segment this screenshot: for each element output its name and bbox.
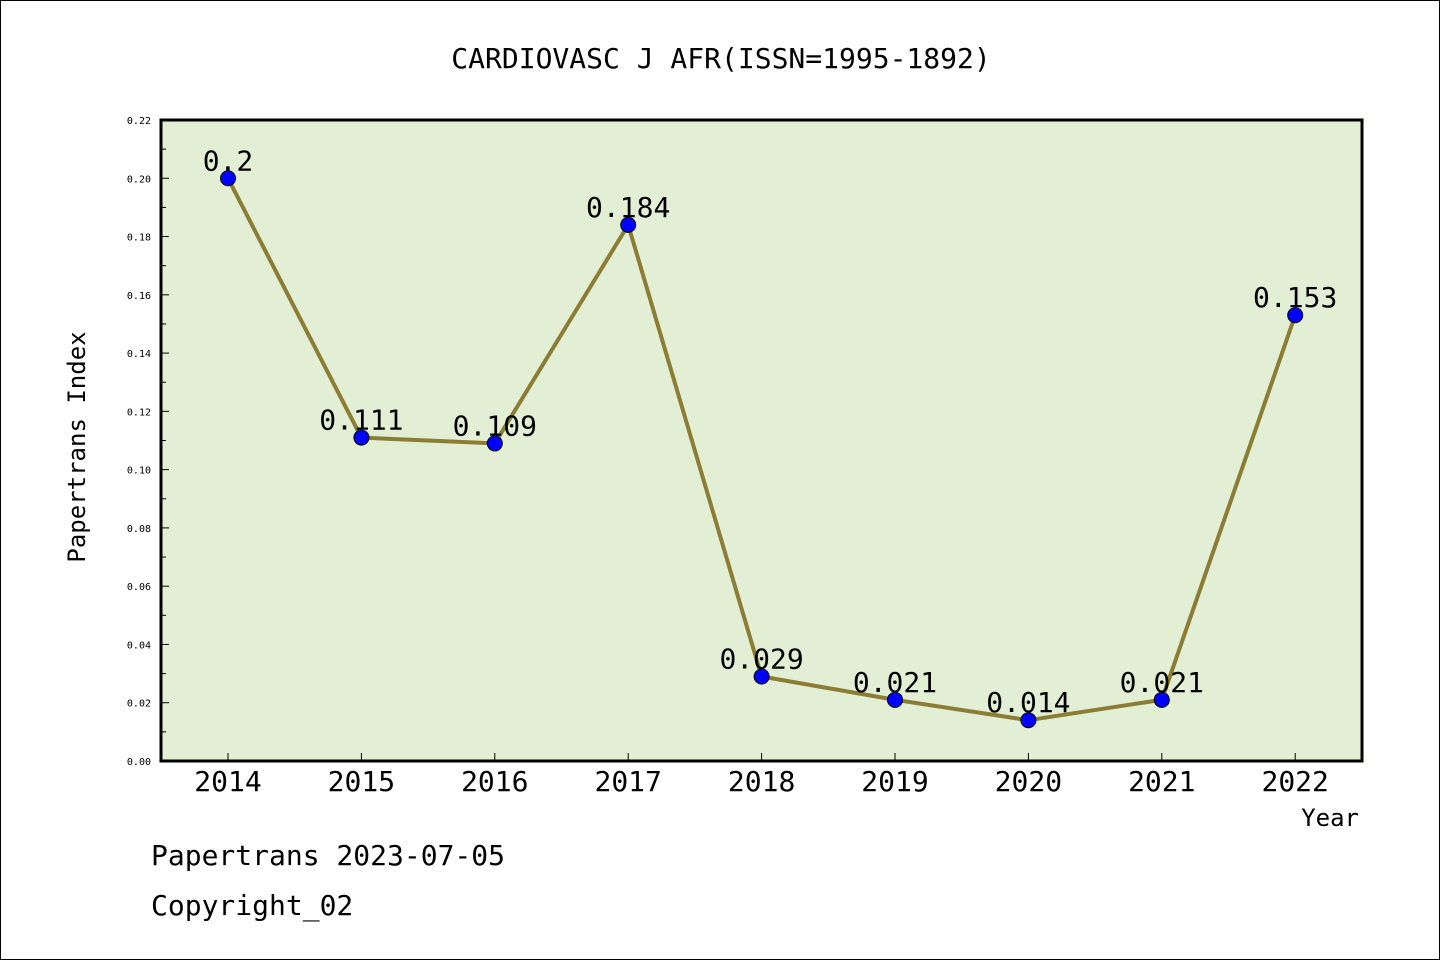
data-point <box>887 691 903 708</box>
y-axis-label: Papertrans Index <box>63 331 91 562</box>
data-label: 0.153 <box>1253 281 1337 314</box>
y-tick-label: 0.12 <box>127 407 151 418</box>
y-tick-label: 0.00 <box>127 757 151 768</box>
y-tick-label: 0.22 <box>127 116 151 127</box>
data-labels: 0.2 0.111 0.109 0.184 0.029 0.021 0.014 0.021 0.… <box>203 144 1338 719</box>
y-tick-label: 0.14 <box>127 349 151 360</box>
data-label: 0.021 <box>853 666 937 699</box>
data-point <box>1287 307 1304 324</box>
data-label: 0.014 <box>986 686 1070 719</box>
y-axis: 0.00 0.02 0.04 0.06 0.08 0.10 0.12 0.14 0.16 0.18… <box>127 116 169 768</box>
y-tick-label: 0.20 <box>127 174 151 185</box>
data-point <box>220 170 236 187</box>
x-tick-label: 2020 <box>995 765 1062 798</box>
data-point <box>486 435 503 452</box>
data-points <box>220 170 1304 729</box>
x-tick-label: 2016 <box>461 765 528 798</box>
x-axis-label: Year <box>1301 804 1359 832</box>
y-tick-label: 0.04 <box>127 640 151 651</box>
data-label: 0.029 <box>719 643 803 676</box>
x-axis: 2014 2015 2016 2017 2018 2019 2020 2021 2022 <box>194 753 1329 798</box>
y-tick-label: 0.02 <box>127 699 151 710</box>
data-point <box>1153 691 1170 708</box>
y-tick-label: 0.18 <box>127 233 151 244</box>
y-tick-label: 0.10 <box>127 466 151 477</box>
x-tick-label: 2019 <box>861 765 928 798</box>
y-tick-label: 0.16 <box>127 291 151 302</box>
chart-title: CARDIOVASC J AFR(ISSN=1995-1892) <box>451 42 990 75</box>
data-label: 0.2 <box>203 144 254 177</box>
data-label: 0.109 <box>453 409 537 442</box>
x-tick-label: 2021 <box>1128 765 1195 798</box>
data-label: 0.021 <box>1120 666 1204 699</box>
y-tick-label: 0.06 <box>127 582 151 593</box>
x-tick-label: 2017 <box>594 765 661 798</box>
data-point <box>620 216 637 233</box>
data-label: 0.111 <box>319 404 403 437</box>
x-tick-label: 2015 <box>328 765 395 798</box>
data-point <box>353 429 370 446</box>
data-point <box>1020 712 1037 729</box>
x-tick-label: 2022 <box>1261 765 1328 798</box>
footer-copyright: Copyright_02 <box>151 889 353 923</box>
data-point <box>753 668 770 685</box>
y-tick-label: 0.08 <box>127 524 151 535</box>
footer-date: Papertrans 2023-07-05 <box>151 839 505 872</box>
data-label: 0.184 <box>586 191 670 224</box>
x-tick-label: 2014 <box>194 765 261 798</box>
x-tick-label: 2018 <box>728 765 795 798</box>
